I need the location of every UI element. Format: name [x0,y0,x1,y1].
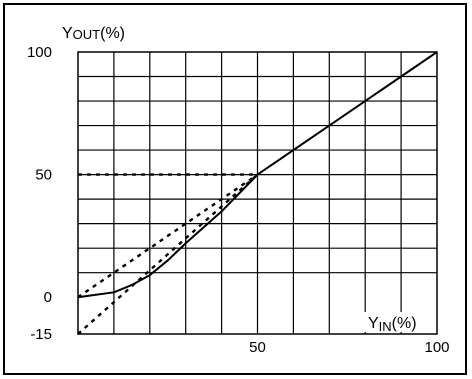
tick-labels: 100 50 0 -15 50 100 [27,44,450,356]
x-tick-label: 100 [424,339,449,356]
series-line-dotted [77,173,259,335]
plot-area-border [77,51,438,335]
y-tick-label: 0 [44,289,52,306]
series-line-dotted [77,173,259,299]
y-axis-title-main: Y [62,25,73,42]
y-axis-title: YOUT(%) [62,25,125,42]
series-line-solid [77,51,438,299]
y-tick-label: 100 [27,44,52,61]
x-axis-title: YIN(%) [368,315,417,334]
y-tick-label: -15 [30,326,52,343]
x-axis-title-main: Y [368,315,379,332]
x-axis-title-sub: IN [379,319,392,334]
chart-grid [78,52,437,334]
x-axis-title-backdrop [364,312,436,332]
x-tick-label: 50 [249,339,266,356]
x-axis-title-unit: (%) [392,315,417,332]
series-group [77,51,438,335]
y-tick-label: 50 [35,167,52,184]
y-axis-title-sub: OUT [73,27,101,42]
y-axis-title-unit: (%) [100,25,125,42]
